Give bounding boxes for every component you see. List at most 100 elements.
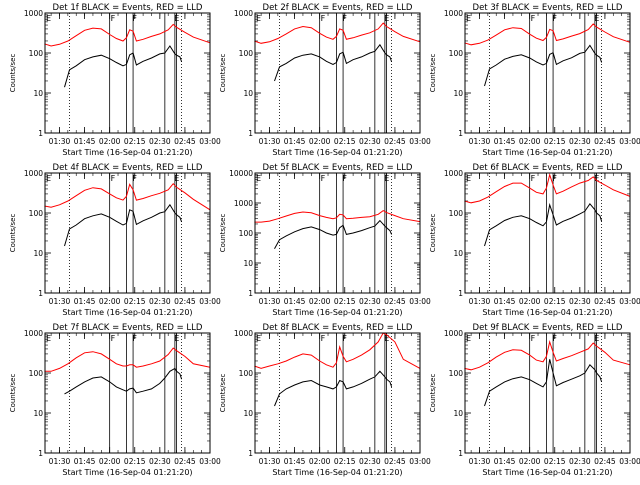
plot-frame <box>254 172 421 294</box>
attenuator-flag: F <box>132 174 137 183</box>
x-tick-label: 01:30 <box>469 457 491 466</box>
attenuator-flag: F <box>531 14 536 23</box>
y-axis-label: Counts/sec <box>9 374 17 413</box>
x-axis-label: Start Time (16-Sep-04 01:21:20) <box>272 148 402 157</box>
detector-panel-5: Det 5f BLACK = Events, RED = LLD Start Ti… <box>219 163 431 317</box>
plot-frame <box>44 172 211 294</box>
x-tick-label: 02:00 <box>309 457 331 466</box>
x-tick-label: 03:00 <box>199 297 221 306</box>
x-tick-label: 02:00 <box>99 137 121 146</box>
x-tick-label: 02:15 <box>544 137 566 146</box>
x-tick-label: 02:00 <box>519 297 541 306</box>
x-tick-label: 02:45 <box>174 137 196 146</box>
x-axis-label: Start Time (16-Sep-04 01:21:20) <box>62 468 192 477</box>
x-axis-label: Start Time (16-Sep-04 01:21:20) <box>482 308 612 317</box>
y-tick-label: 10 <box>33 409 43 418</box>
y-tick-label: 10 <box>33 89 43 98</box>
detector-panel-2: Det 2f BLACK = Events, RED = LLD Start Ti… <box>219 3 431 157</box>
x-tick-label: 03:00 <box>619 137 640 146</box>
y-tick-label: 1000 <box>234 199 253 208</box>
x-tick-label: 02:15 <box>334 137 356 146</box>
plot-frame <box>254 12 421 134</box>
x-tick-label: 02:30 <box>359 457 381 466</box>
x-tick-label: 01:45 <box>284 457 306 466</box>
y-tick-label: 100 <box>449 209 464 218</box>
x-tick-label: 02:30 <box>149 297 171 306</box>
series-line-lld <box>254 22 421 44</box>
y-axis-label: Counts/sec <box>219 374 227 413</box>
detector-panel-3: Det 3f BLACK = Events, RED = LLD Start Ti… <box>429 3 640 157</box>
y-tick-label: 1000 <box>234 9 253 18</box>
x-tick-label: 02:00 <box>309 137 331 146</box>
x-tick-label: 02:30 <box>569 457 591 466</box>
x-axis-label: Start Time (16-Sep-04 01:21:20) <box>272 308 402 317</box>
series-line-lld <box>44 182 211 211</box>
panel-title: Det 6f BLACK = Events, RED = LLD <box>473 163 623 173</box>
y-tick-label: 1 <box>248 289 253 298</box>
attenuator-flag: F <box>111 174 116 183</box>
x-tick-label: 02:30 <box>569 297 591 306</box>
attenuator-flag: E <box>46 334 51 343</box>
y-tick-label: 1 <box>38 289 43 298</box>
series-line-events <box>64 367 183 395</box>
attenuator-flag: E <box>256 334 261 343</box>
x-tick-label: 02:15 <box>334 457 356 466</box>
attenuator-flag: F <box>552 14 557 23</box>
plot-frame <box>44 332 211 454</box>
series-line-lld <box>464 23 631 46</box>
y-axis-label: Counts/sec <box>429 374 437 413</box>
x-tick-label: 02:45 <box>384 457 406 466</box>
x-tick-label: 01:45 <box>74 297 96 306</box>
x-tick-label: 01:30 <box>259 457 281 466</box>
x-tick-label: 02:30 <box>359 137 381 146</box>
y-tick-label: 1000 <box>24 329 43 338</box>
attenuator-flag: F <box>321 174 326 183</box>
series-line-events <box>274 43 393 82</box>
panel-title: Det 9f BLACK = Events, RED = LLD <box>473 323 623 333</box>
attenuator-flag: E <box>384 334 389 343</box>
y-tick-label: 1000 <box>24 9 43 18</box>
plot-frame <box>464 172 631 294</box>
panel-title: Det 1f BLACK = Events, RED = LLD <box>53 3 203 13</box>
x-tick-label: 02:15 <box>124 457 146 466</box>
x-tick-label: 02:30 <box>359 297 381 306</box>
attenuator-flag: E <box>594 14 599 23</box>
attenuator-flag: E <box>466 174 471 183</box>
attenuator-flag: F <box>531 334 536 343</box>
y-axis-label: Counts/sec <box>429 54 437 93</box>
y-tick-label: 1 <box>248 129 253 138</box>
attenuator-flag: E <box>174 334 179 343</box>
y-tick-label: 1 <box>38 129 43 138</box>
x-tick-label: 02:30 <box>149 137 171 146</box>
panel-title: Det 5f BLACK = Events, RED = LLD <box>263 163 413 173</box>
y-axis-label: Counts/sec <box>429 214 437 253</box>
y-axis-label: Counts/sec <box>9 54 17 93</box>
x-tick-label: 02:30 <box>569 137 591 146</box>
y-tick-label: 100 <box>239 369 254 378</box>
x-tick-label: 03:00 <box>619 457 640 466</box>
x-tick-label: 03:00 <box>409 457 431 466</box>
x-tick-label: 01:30 <box>259 137 281 146</box>
attenuator-flag: F <box>552 174 557 183</box>
x-tick-label: 01:30 <box>49 137 71 146</box>
x-tick-label: 03:00 <box>619 297 640 306</box>
x-axis-label: Start Time (16-Sep-04 01:21:20) <box>62 148 192 157</box>
attenuator-flag: F <box>321 14 326 23</box>
x-tick-label: 01:30 <box>49 297 71 306</box>
series-line-events <box>274 370 393 407</box>
y-tick-label: 1000 <box>444 169 463 178</box>
attenuator-flag: F <box>132 14 137 23</box>
attenuator-flag: F <box>342 334 347 343</box>
series-line-lld <box>44 23 211 47</box>
x-tick-label: 02:45 <box>594 457 616 466</box>
y-tick-label: 100 <box>29 49 44 58</box>
attenuator-flag: E <box>594 334 599 343</box>
x-tick-label: 02:45 <box>594 137 616 146</box>
x-tick-label: 02:15 <box>544 297 566 306</box>
series-line-lld <box>464 173 631 204</box>
x-tick-label: 01:45 <box>284 137 306 146</box>
series-line-lld <box>44 347 211 372</box>
x-tick-label: 02:00 <box>519 137 541 146</box>
y-tick-label: 1000 <box>234 329 253 338</box>
x-tick-label: 03:00 <box>409 137 431 146</box>
